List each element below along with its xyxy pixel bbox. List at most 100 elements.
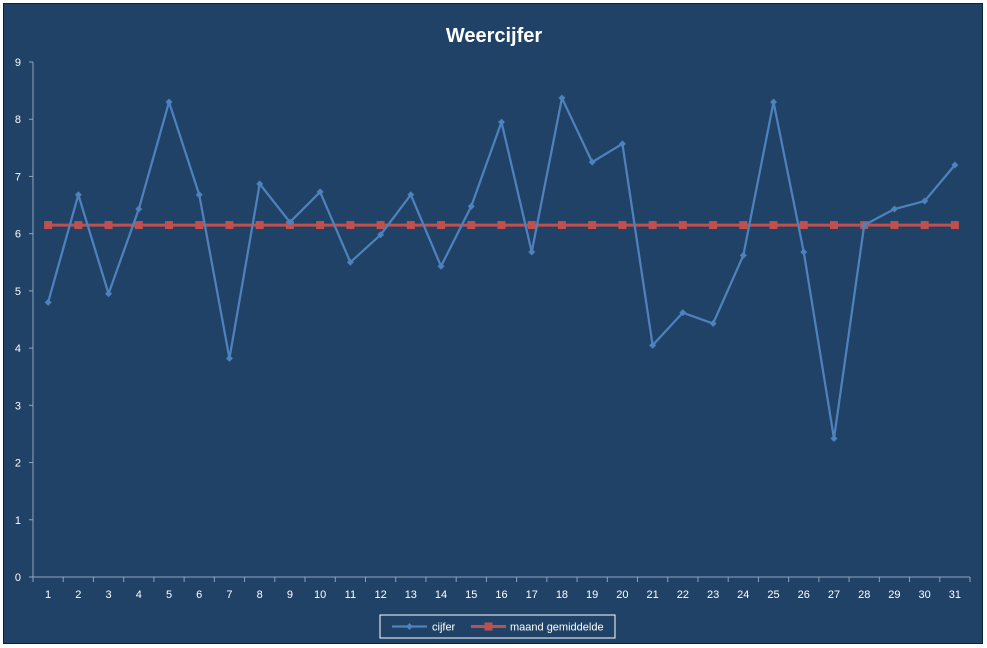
legend-label-maand-gemiddelde: maand gemiddelde [510,622,604,634]
series-cijfer [44,94,959,443]
data-point [769,221,778,230]
data-point [407,191,415,199]
y-tick-label: 4 [15,343,21,355]
y-tick-label: 7 [15,171,21,183]
x-tick-label: 28 [858,589,870,601]
legend: cijfer maand gemiddelde [379,614,616,639]
data-point [709,320,717,328]
data-point [951,161,959,169]
data-point [74,191,82,199]
x-tick-label: 31 [949,589,961,601]
x-tick-label: 6 [196,589,202,601]
data-point [437,262,445,270]
x-tick-label: 17 [526,589,538,601]
data-point [921,197,929,205]
y-tick-label: 9 [15,57,21,69]
x-tick-label: 20 [616,589,628,601]
x-tick-label: 24 [737,589,749,601]
data-point [648,221,657,230]
data-point [739,221,748,230]
x-tick-label: 9 [287,589,293,601]
data-point [135,205,143,213]
legend-marker-cijfer [406,623,413,630]
data-point [920,221,929,230]
data-point [44,298,52,306]
series-maand-gemiddelde [44,221,959,230]
data-point [437,221,446,230]
data-point [105,290,113,298]
x-tick-label: 11 [345,589,356,601]
data-point [195,221,204,230]
x-tick-label: 18 [556,589,568,601]
chart-title: Weercijfer [446,25,543,47]
data-point [950,221,959,230]
x-tick-label: 30 [919,589,931,601]
data-point [498,118,505,126]
y-axis-ticks: 0 1 2 3 4 5 6 7 8 9 [15,57,33,584]
data-point [497,221,506,230]
y-tick-label: 1 [15,515,21,527]
series-line [47,96,956,440]
data-point [44,221,53,230]
legend-box [379,614,616,639]
x-tick-label: 16 [495,589,507,601]
y-tick-label: 3 [15,400,21,412]
data-point [770,98,778,106]
data-point [678,221,687,230]
data-point [74,221,83,230]
data-point [195,191,203,199]
data-point [225,221,234,230]
data-point [346,258,354,266]
data-point [104,221,113,230]
x-tick-label: 2 [75,589,81,601]
data-point [528,248,536,256]
data-point [739,251,747,259]
data-point [286,218,294,226]
axes [32,62,970,578]
data-point [467,202,475,210]
x-tick-label: 5 [166,589,172,601]
y-tick-label: 2 [15,458,21,470]
data-point [376,221,385,230]
data-point [679,309,687,317]
x-tick-label: 21 [647,589,659,601]
x-axis-ticks: 1 2 3 4 5 6 7 8 9 10 11 12 13 14 15 16 17 18 19 20 21 22 23 24 2… [32,577,971,601]
y-tick-label: 8 [15,114,21,126]
x-tick-label: 8 [257,589,263,601]
y-tick-label: 5 [15,286,21,298]
data-point [558,94,566,102]
x-tick-label: 4 [136,589,142,601]
x-tick-label: 19 [586,589,598,601]
x-tick-label: 25 [767,589,779,601]
series-layer [44,94,959,443]
data-point [467,221,476,230]
x-tick-label: 22 [677,589,689,601]
x-tick-label: 1 [45,589,51,601]
data-point [799,221,808,230]
data-point [649,341,657,349]
x-tick-label: 12 [374,589,386,601]
y-tick-label: 6 [15,229,21,241]
legend-label-cijfer: cijfer [432,622,456,634]
x-tick-label: 14 [435,589,447,601]
data-point [255,221,264,230]
data-point [618,221,627,230]
x-tick-label: 3 [106,589,112,601]
data-point [406,221,415,230]
data-point [830,435,838,443]
data-point [256,180,264,188]
data-point [829,221,838,230]
data-point [134,221,143,230]
data-point [346,221,355,230]
x-tick-label: 27 [828,589,840,601]
y-tick-label: 0 [15,572,21,584]
x-tick-label: 13 [405,589,417,601]
x-tick-label: 23 [707,589,719,601]
data-point [860,221,868,229]
x-tick-label: 26 [798,589,810,601]
data-point [618,140,626,148]
data-point [588,158,596,166]
legend-marker-maand-gemiddelde [484,622,493,631]
